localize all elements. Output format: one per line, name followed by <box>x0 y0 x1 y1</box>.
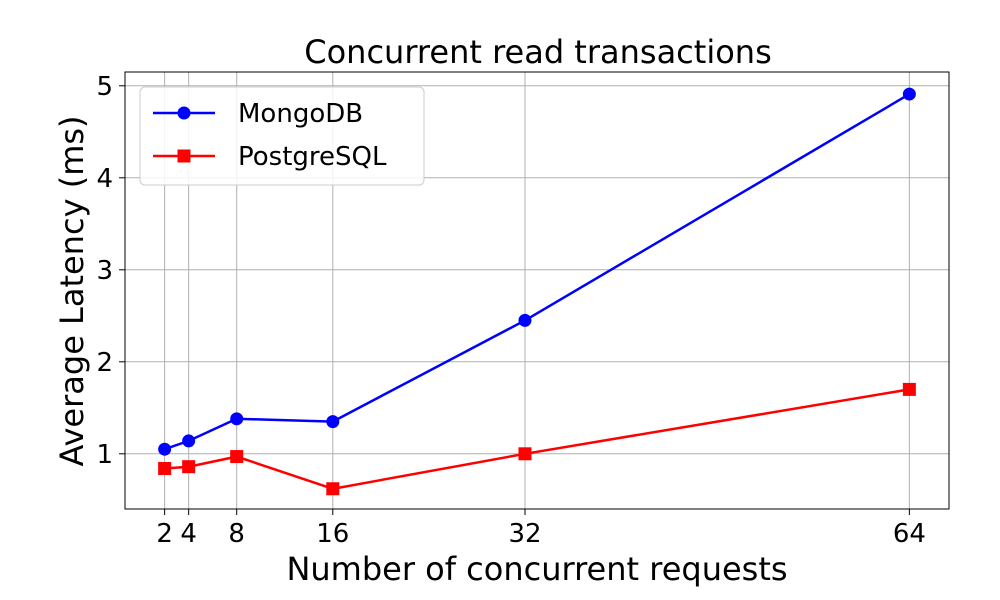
x-tick-label: 64 <box>893 519 926 549</box>
series-mongodb <box>158 87 916 456</box>
y-tick-label: 2 <box>96 348 113 378</box>
legend-label: PostgreSQL <box>238 142 387 172</box>
mongodb-point <box>182 434 196 448</box>
x-tick-label: 8 <box>228 519 245 549</box>
legend-entry-mongodb: MongoDB <box>153 99 363 129</box>
series-postgresql <box>158 382 916 496</box>
legend-box <box>139 86 425 186</box>
plot-frame <box>124 71 950 510</box>
postgresql-line <box>164 388 910 491</box>
chart-title: Concurrent read transactions <box>304 33 771 71</box>
mongodb-point <box>518 313 532 327</box>
y-axis-label: Average Latency (ms) <box>53 115 91 466</box>
y-tick-label: 3 <box>96 256 113 286</box>
y-tick-label: 1 <box>96 440 113 470</box>
mongodb-point <box>326 415 340 429</box>
legend-label: MongoDB <box>238 99 363 129</box>
y-tick-label: 4 <box>96 164 113 194</box>
mongodb-point <box>902 87 916 101</box>
legend-marker <box>177 149 191 163</box>
postgresql-point <box>902 382 916 396</box>
x-tick-label: 4 <box>180 519 197 549</box>
mongodb-point <box>230 412 244 426</box>
x-tick-label: 16 <box>316 519 349 549</box>
postgresql-point <box>518 447 532 461</box>
y-tick-label: 5 <box>96 72 113 102</box>
postgresql-point <box>158 462 172 476</box>
postgresql-point <box>326 482 340 496</box>
x-tick-label: 2 <box>156 519 173 549</box>
legend-marker <box>177 106 191 120</box>
postgresql-point <box>182 460 196 474</box>
x-tick-label: 32 <box>508 519 541 549</box>
postgresql-point <box>230 450 244 464</box>
legend: MongoDB PostgreSQL <box>139 86 425 186</box>
mongodb-point <box>158 442 172 456</box>
x-axis-label: Number of concurrent requests <box>286 550 787 588</box>
legend-entry-postgresql: PostgreSQL <box>153 142 387 172</box>
series-layer <box>158 87 916 496</box>
